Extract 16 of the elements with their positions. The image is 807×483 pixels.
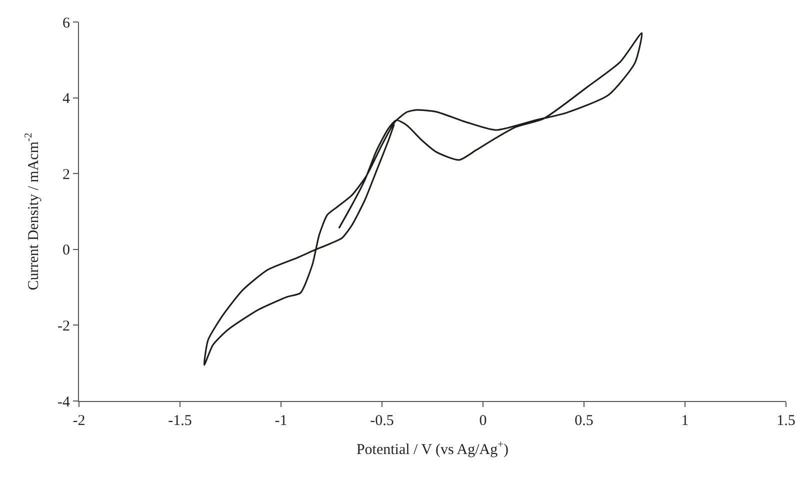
y-tick-label: 2 xyxy=(62,166,70,183)
y-tick-label: -4 xyxy=(58,394,70,410)
line-series xyxy=(203,32,643,366)
x-tick-label: 1.5 xyxy=(776,413,796,429)
x-tick-label: -1 xyxy=(274,413,288,429)
x-axis-title: Potential / V (vs Ag/Ag$^{+}$) xyxy=(356,440,509,458)
y-tick-label: -2 xyxy=(58,318,70,334)
x-tick-label: 1 xyxy=(681,413,689,429)
y-tick-label: 0 xyxy=(62,242,70,259)
y-tick-label: 4 xyxy=(62,91,70,108)
x-tick-label: -2 xyxy=(72,413,86,429)
y-tick-label: 6 xyxy=(62,15,70,32)
x-tick-label: 0.5 xyxy=(574,413,594,429)
x-tick-label: 0 xyxy=(479,413,487,429)
x-tick-label: -1.5 xyxy=(168,413,192,429)
x-tick-label: -0.5 xyxy=(370,413,394,429)
